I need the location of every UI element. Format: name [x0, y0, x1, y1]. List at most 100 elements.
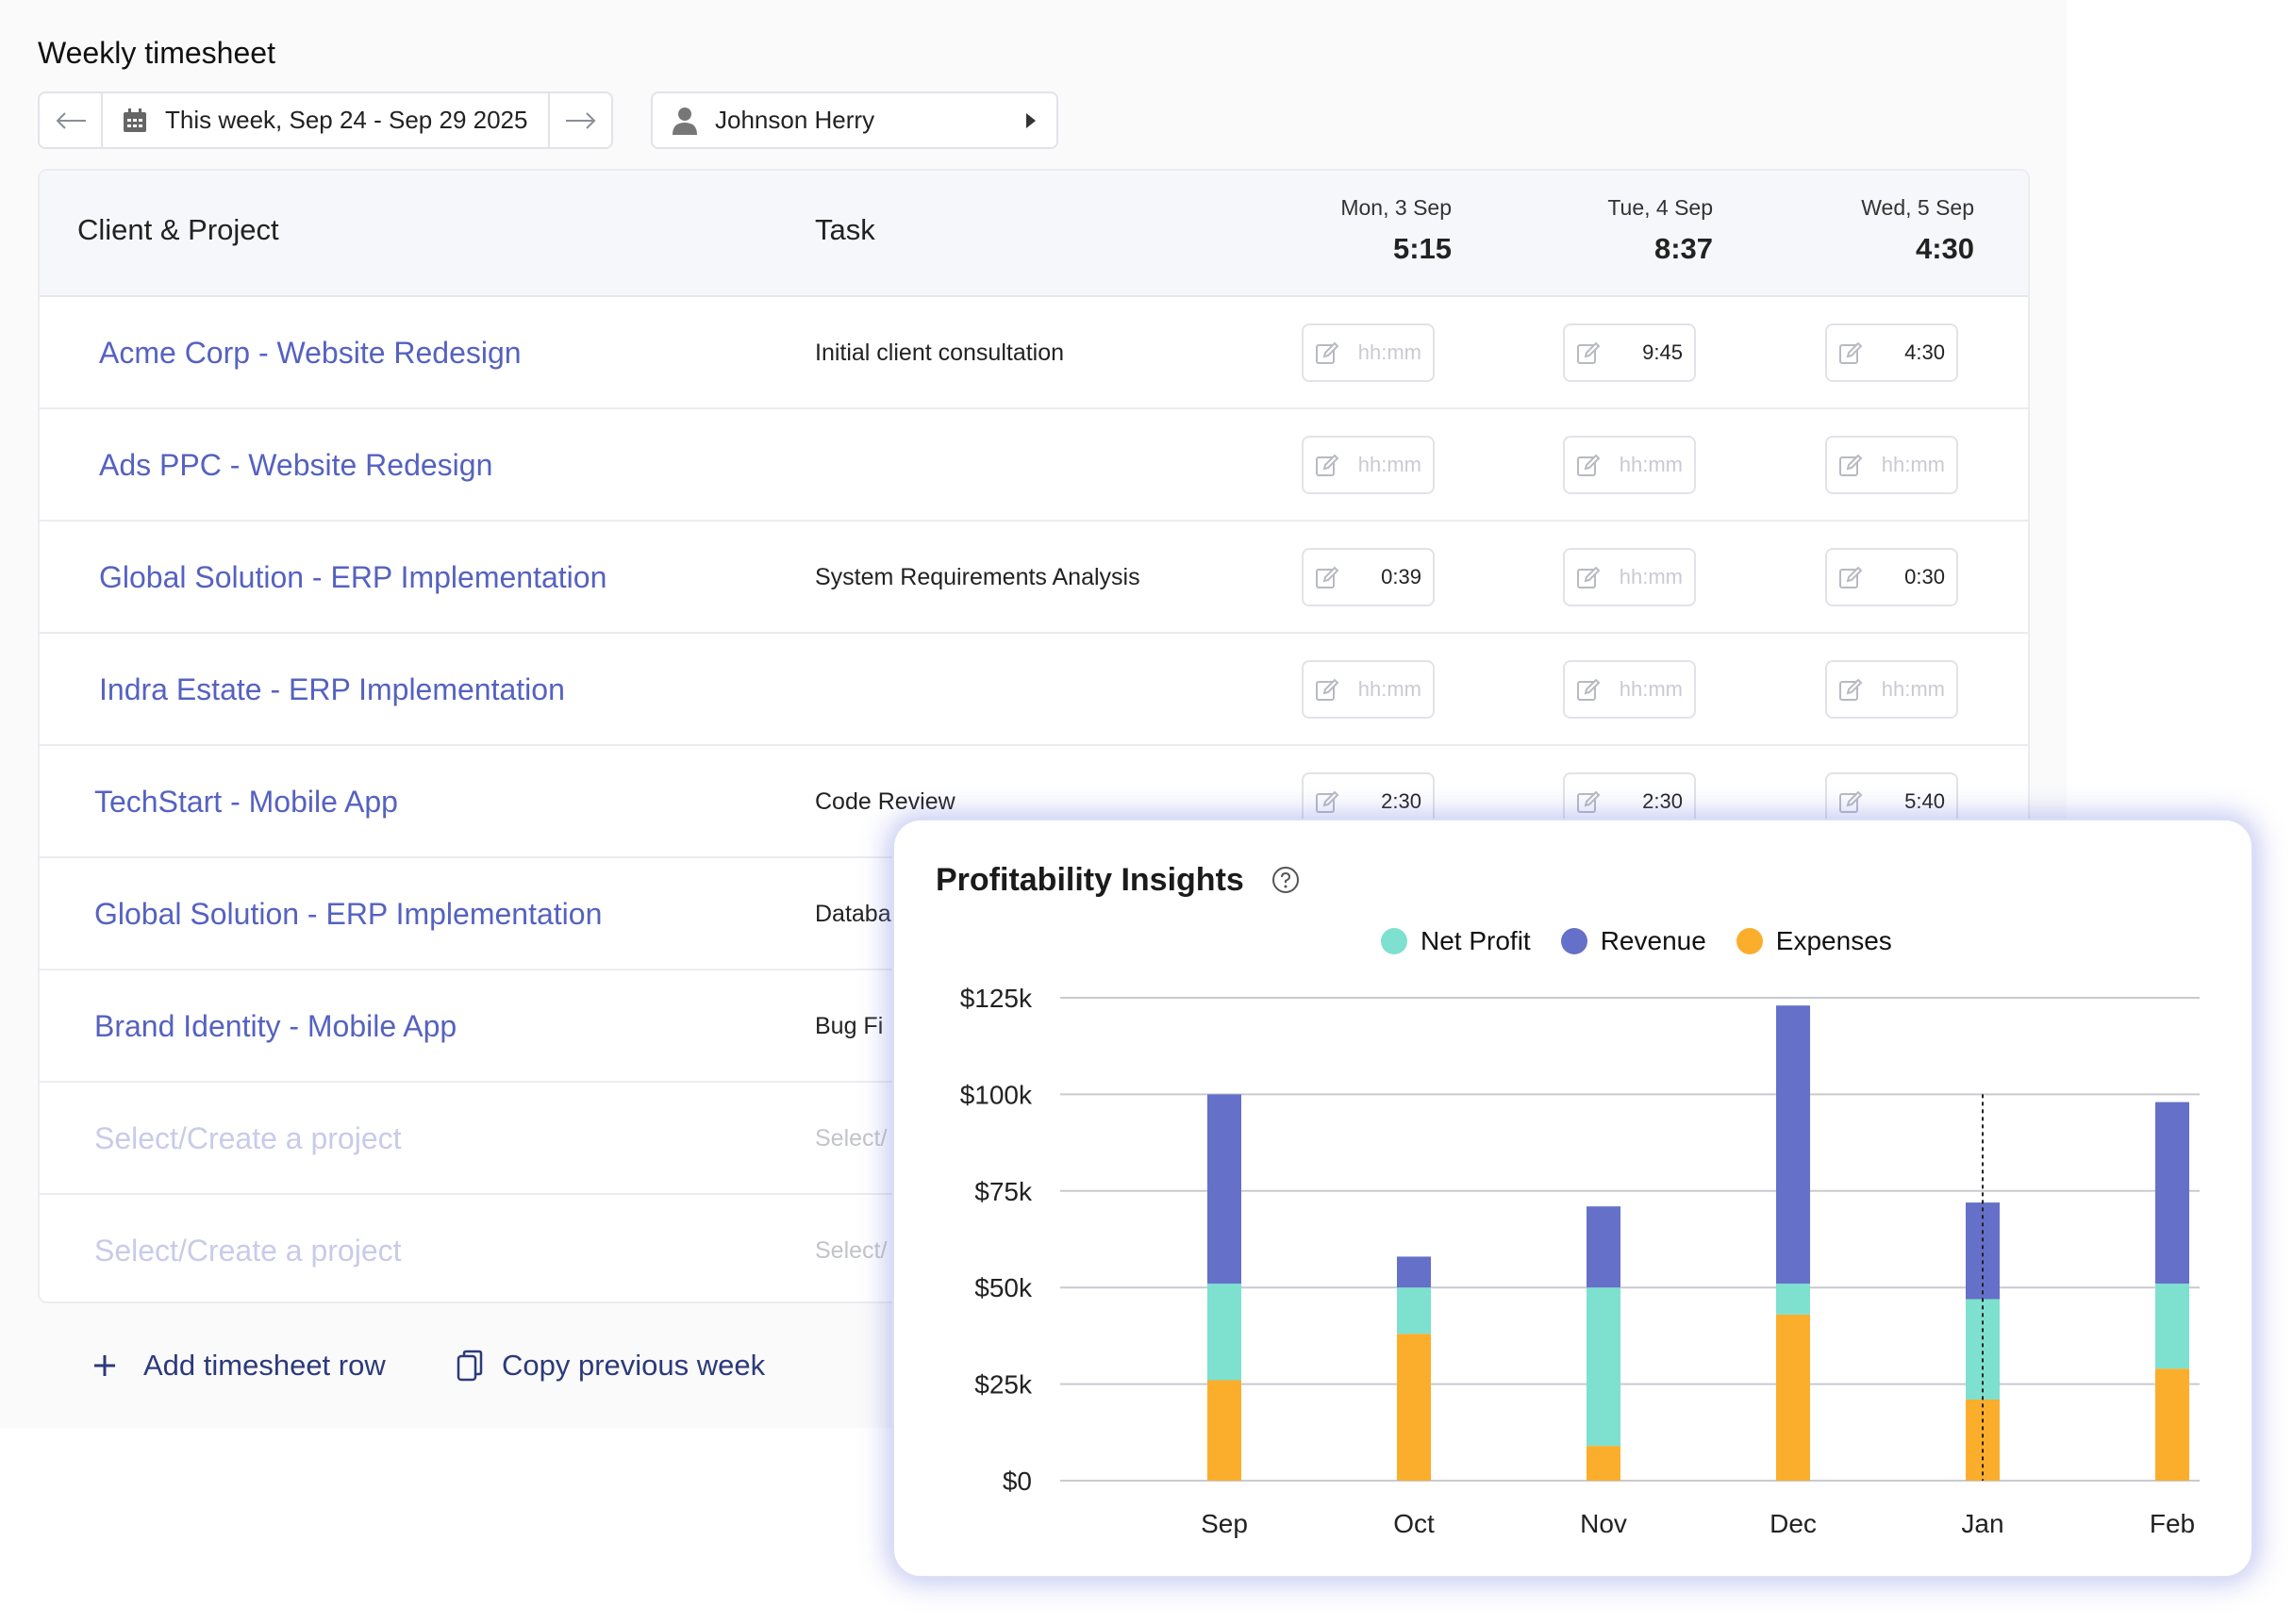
column-header-task: Task: [815, 213, 875, 246]
bar-segment-net-profit: [2155, 1284, 2189, 1369]
user-selector[interactable]: Johnson Herry: [651, 91, 1058, 149]
project-link[interactable]: Acme Corp - Website Redesign: [99, 336, 522, 370]
time-entry-field[interactable]: hh:mm: [1563, 436, 1696, 494]
table-row: Indra Estate - ERP Implementation hh:mm hh…: [40, 634, 2028, 746]
caret-right-icon: [1026, 112, 1036, 128]
column-header-day: Mon, 3 Sep 5:15: [1263, 195, 1452, 266]
time-entry-field[interactable]: 9:45: [1563, 323, 1696, 382]
x-tick-label: Dec: [1770, 1509, 1817, 1538]
time-entry-field[interactable]: 4:30: [1825, 323, 1958, 382]
help-icon[interactable]: [1271, 866, 1300, 894]
edit-icon: [1577, 341, 1601, 364]
bar-segment-revenue: [2155, 1102, 2189, 1284]
arrow-right-icon: [565, 111, 595, 129]
time-value: 4:30: [1904, 340, 1945, 364]
time-entry-field[interactable]: hh:mm: [1302, 436, 1435, 494]
legend-item-net-profit[interactable]: Net Profit: [1381, 926, 1531, 956]
bar-segment-net-profit: [1587, 1287, 1620, 1447]
time-entry-field[interactable]: hh:mm: [1563, 660, 1696, 719]
legend-dot: [1560, 928, 1587, 954]
x-tick-label: Oct: [1393, 1509, 1435, 1538]
time-entry-field[interactable]: hh:mm: [1825, 436, 1958, 494]
task-label: Initial client consultation: [815, 340, 1065, 366]
y-tick-label: $50k: [974, 1273, 1033, 1302]
project-select[interactable]: Select/Create a project: [94, 1234, 402, 1268]
edit-icon: [1577, 454, 1601, 476]
time-value: hh:mm: [1357, 453, 1421, 476]
time-entry-field[interactable]: hh:mm: [1825, 660, 1958, 719]
time-entry-field[interactable]: 0:39: [1302, 548, 1435, 606]
time-value: hh:mm: [1881, 677, 1945, 701]
table-header: Client & Project Task Mon, 3 Sep 5:15 Tu…: [40, 171, 2028, 297]
day-total: 8:37: [1653, 232, 1713, 265]
chart-legend: Net Profit Revenue Expenses: [1381, 926, 1907, 956]
edit-icon: [1577, 790, 1601, 813]
project-select[interactable]: Select/Create a project: [94, 1121, 402, 1155]
project-link[interactable]: Global Solution - ERP Implementation: [99, 560, 607, 594]
profitability-chart: $125k $100k $75k $50k $25k $0 Sep Oct Nov Dec Jan F…: [960, 984, 2200, 1538]
task-select[interactable]: Select/: [815, 1125, 888, 1152]
legend-item-revenue[interactable]: Revenue: [1560, 926, 1706, 956]
y-tick-label: $100k: [960, 1080, 1033, 1109]
project-link[interactable]: Brand Identity - Mobile App: [94, 1009, 457, 1043]
bar-segment-expenses: [1776, 1314, 1810, 1481]
time-value: hh:mm: [1881, 453, 1945, 476]
add-row-label: Add timesheet row: [143, 1349, 386, 1382]
table-row: Brand Identity - Mobile App Bug Fi: [40, 970, 2028, 1083]
time-value: 0:30: [1904, 565, 1945, 588]
project-link[interactable]: Indra Estate - ERP Implementation: [99, 672, 565, 706]
bar-segment-expenses: [1587, 1446, 1620, 1481]
x-tick-label: Feb: [2150, 1509, 2195, 1538]
edit-icon: [1839, 454, 1863, 476]
time-value: hh:mm: [1357, 677, 1421, 701]
date-navigator: This week, Sep 24 - Sep 29 2025: [38, 91, 613, 149]
project-link[interactable]: TechStart - Mobile App: [94, 785, 398, 819]
bar-segment-revenue: [1207, 1094, 1241, 1284]
legend-item-expenses[interactable]: Expenses: [1736, 926, 1892, 956]
add-timesheet-row-button[interactable]: Add timesheet row: [92, 1349, 386, 1383]
edit-icon: [1577, 678, 1601, 701]
next-week-button[interactable]: [548, 93, 611, 147]
time-entry-field[interactable]: 0:30: [1825, 548, 1958, 606]
date-range-picker[interactable]: This week, Sep 24 - Sep 29 2025: [103, 93, 548, 147]
x-tick-label: Jan: [1961, 1509, 2003, 1538]
page-title: Weekly timesheet: [38, 36, 275, 70]
y-tick-label: $75k: [974, 1177, 1033, 1206]
legend-dot: [1736, 928, 1763, 954]
time-entry-field[interactable]: hh:mm: [1302, 323, 1435, 382]
task-label: Bug Fi: [815, 1013, 884, 1039]
project-link[interactable]: Ads PPC - Website Redesign: [99, 448, 493, 482]
profitability-insights-card: Profitability Insights Net Profit Revenu…: [892, 819, 2253, 1578]
time-value: 2:30: [1642, 789, 1683, 813]
card-title: Profitability Insights: [936, 862, 1244, 898]
edit-icon: [1316, 790, 1339, 813]
column-header-project: Client & Project: [77, 213, 279, 246]
column-header-day: Wed, 5 Sep 4:30: [1786, 195, 1974, 266]
legend-label: Revenue: [1600, 926, 1706, 955]
task-select[interactable]: Select/: [815, 1237, 888, 1264]
edit-icon: [1839, 341, 1863, 364]
edit-icon: [1839, 790, 1863, 813]
time-value: 9:45: [1642, 340, 1683, 364]
time-entry-field[interactable]: hh:mm: [1302, 660, 1435, 719]
time-value: 5:40: [1904, 789, 1945, 813]
user-icon: [673, 107, 697, 135]
edit-icon: [1839, 678, 1863, 701]
copy-previous-week-button[interactable]: Copy previous week: [457, 1349, 765, 1383]
user-name: Johnson Herry: [715, 106, 875, 134]
y-tick-label: $125k: [960, 984, 1033, 1013]
edit-icon: [1316, 566, 1339, 588]
day-name: Tue, 4 Sep: [1607, 195, 1713, 220]
copy-week-label: Copy previous week: [502, 1349, 766, 1382]
y-tick-label: $25k: [974, 1370, 1033, 1400]
time-entry-field[interactable]: hh:mm: [1563, 548, 1696, 606]
bar-segment-expenses: [1207, 1380, 1241, 1481]
project-link[interactable]: Global Solution - ERP Implementation: [94, 897, 603, 931]
copy-icon: [457, 1350, 483, 1382]
previous-week-button[interactable]: [40, 93, 103, 147]
time-value: hh:mm: [1619, 565, 1683, 588]
day-name: Wed, 5 Sep: [1861, 195, 1974, 220]
table-row: Acme Corp - Website Redesign Initial clie…: [40, 297, 2028, 409]
bar-segment-revenue: [1397, 1256, 1431, 1288]
column-header-day: Tue, 4 Sep 8:37: [1524, 195, 1713, 266]
